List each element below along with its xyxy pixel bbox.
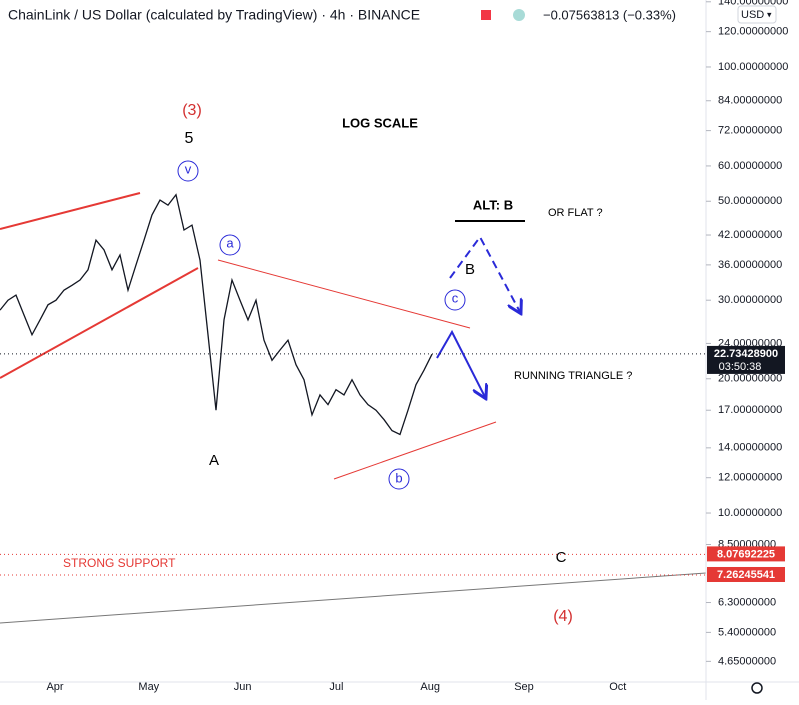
- annotation: LOG SCALE: [342, 115, 418, 130]
- arrow: [436, 329, 485, 397]
- currency-label: USD: [741, 9, 764, 21]
- price-label-box: [707, 345, 785, 374]
- price-label-box: [707, 546, 785, 562]
- wave-circle: [444, 289, 466, 311]
- wave-circle: [177, 160, 199, 182]
- y-tick-label: 12.00000000: [718, 472, 782, 484]
- annotation: OR FLAT ?: [548, 207, 603, 219]
- y-tick-label: 17.00000000: [718, 404, 782, 416]
- y-tick-label: 20.00000000: [718, 373, 782, 385]
- annotation: C: [556, 549, 567, 566]
- x-tick-label: Jul: [329, 681, 343, 693]
- dropdown-icon: ▾: [767, 9, 772, 19]
- arrow: [449, 235, 520, 312]
- trendline: [0, 572, 706, 624]
- annotation: (4): [553, 608, 573, 625]
- annotation: (3): [182, 102, 202, 119]
- price-label: 7.26245541: [717, 569, 775, 581]
- y-tick-label: 84.00000000: [718, 95, 782, 107]
- annotation: a: [226, 235, 234, 250]
- x-tick-label: Aug: [420, 681, 440, 693]
- x-tick-label: Sep: [514, 681, 534, 693]
- annotation: A: [209, 452, 219, 469]
- price-line: [0, 193, 433, 436]
- annotation: ALT: B: [473, 197, 513, 212]
- annotation: b: [395, 470, 402, 485]
- y-tick-label: 140.00000000: [718, 0, 788, 8]
- settings-icon[interactable]: [751, 682, 763, 694]
- currency-button[interactable]: [737, 5, 777, 24]
- annotation: c: [452, 290, 459, 305]
- y-tick-label: 14.00000000: [718, 442, 782, 454]
- y-tick-label: 4.65000000: [718, 655, 776, 667]
- price-label: 8.07692225: [717, 548, 775, 560]
- flag-icon[interactable]: [481, 10, 491, 20]
- trendline: [0, 267, 199, 379]
- countdown: 03:50:38: [719, 361, 762, 373]
- y-tick-label: 42.00000000: [718, 229, 782, 241]
- x-tick-label: Apr: [46, 681, 63, 693]
- trendline: [217, 259, 471, 329]
- y-tick-label: 5.40000000: [718, 626, 776, 638]
- x-tick-label: May: [138, 681, 159, 693]
- y-tick-label: 10.00000000: [718, 507, 782, 519]
- y-tick-label: 120.00000000: [718, 26, 788, 38]
- annotation: STRONG SUPPORT: [63, 556, 176, 570]
- annotation: RUNNING TRIANGLE ?: [514, 370, 632, 382]
- trendline: [0, 192, 141, 230]
- wave-circle: [219, 234, 241, 256]
- status-dot: [513, 9, 525, 21]
- price-label-box: [707, 566, 785, 582]
- y-tick-label: 6.30000000: [718, 596, 776, 608]
- symbol-title: ChainLink / US Dollar (calculated by Tra…: [8, 7, 420, 23]
- x-tick-label: Jun: [234, 681, 252, 693]
- annotation: 5: [185, 130, 194, 147]
- plot-area: (3) 5 v a A b c B ALT: B OR FLAT ? RUNNI…: [0, 102, 706, 625]
- annotation: B: [465, 261, 475, 278]
- annotation: v: [185, 161, 192, 176]
- y-tick-label: 30.00000000: [718, 294, 782, 306]
- y-tick-label: 72.00000000: [718, 125, 782, 137]
- y-tick-label: 100.00000000: [718, 61, 788, 73]
- y-tick-label: 60.00000000: [718, 160, 782, 172]
- price-label: 22.73428900: [714, 348, 778, 360]
- trendline: [333, 421, 497, 480]
- wave-circle: [388, 468, 410, 490]
- price-change: −0.07563813 (−0.33%): [543, 7, 676, 22]
- y-tick-label: 50.00000000: [718, 195, 782, 207]
- x-tick-label: Oct: [609, 681, 626, 693]
- y-tick-label: 36.00000000: [718, 259, 782, 271]
